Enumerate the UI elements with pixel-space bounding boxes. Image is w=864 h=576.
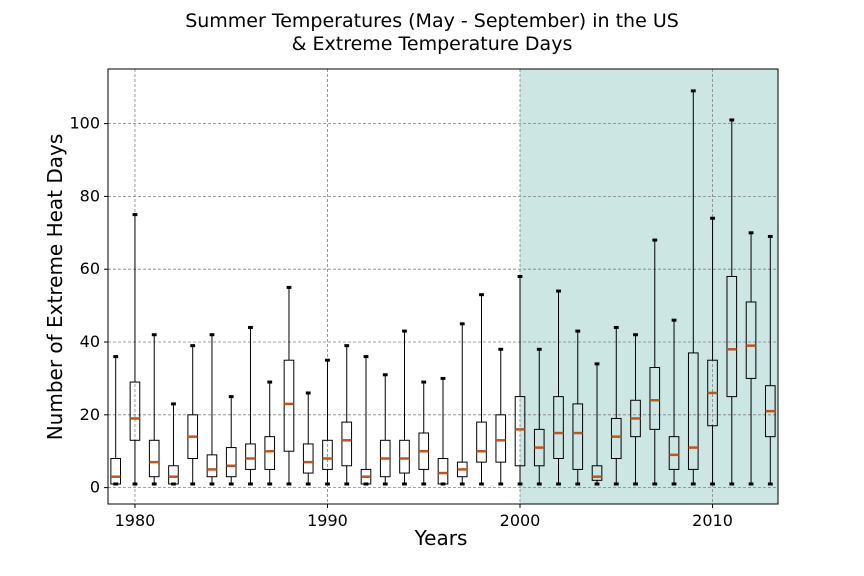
box-iqr	[437, 457, 449, 485]
y-tick-label: 20	[80, 405, 100, 424]
x-tick-label: 1990	[307, 511, 348, 530]
box-2011	[726, 118, 738, 486]
box-1993	[379, 373, 391, 486]
box-2004	[591, 362, 603, 486]
box-2002	[553, 289, 564, 486]
box-1999	[495, 347, 507, 486]
box-iqr	[495, 414, 507, 463]
box-2013	[764, 234, 776, 486]
box-iqr	[514, 396, 526, 467]
highlight-band	[520, 69, 778, 504]
box-iqr	[129, 381, 141, 441]
box-iqr	[399, 439, 410, 474]
y-tick-label: 80	[80, 186, 100, 205]
box-iqr	[745, 301, 757, 379]
box-2007	[649, 238, 661, 486]
box-1995	[418, 380, 430, 486]
y-tick-label: 40	[80, 332, 100, 351]
box-iqr	[206, 454, 218, 478]
box-1997	[456, 322, 468, 486]
box-iqr	[264, 436, 276, 470]
box-iqr	[572, 403, 584, 470]
box-iqr	[283, 359, 295, 452]
box-1990	[322, 358, 333, 486]
chart-title-line1: Summer Temperatures (May - September) in…	[185, 10, 679, 32]
box-1991	[341, 344, 353, 486]
box-iqr	[687, 352, 699, 470]
box-2006	[630, 333, 641, 486]
x-tick-label: 1980	[115, 511, 156, 530]
box-iqr	[168, 465, 179, 485]
x-axis-label: Years	[414, 526, 468, 550]
box-2010	[707, 216, 718, 486]
box-2009	[687, 89, 699, 486]
box-1979	[110, 355, 122, 486]
box-1983	[187, 344, 199, 486]
box-1992	[360, 355, 372, 486]
box-iqr	[341, 421, 353, 467]
box-iqr	[148, 439, 160, 478]
box-1984	[206, 333, 218, 486]
box-iqr	[668, 436, 680, 470]
y-axis-label: Number of Extreme Heat Days	[43, 134, 67, 441]
box-iqr	[591, 465, 603, 481]
box-iqr	[553, 396, 564, 459]
box-iqr	[476, 421, 487, 463]
box-iqr	[610, 417, 622, 459]
box-iqr	[649, 366, 661, 430]
box-1982	[168, 402, 179, 486]
box-1986	[245, 325, 256, 486]
box-iqr	[726, 275, 738, 398]
box-2000	[514, 274, 526, 486]
y-tick-label: 100	[69, 114, 100, 133]
box-2005	[610, 325, 622, 486]
box-iqr	[322, 439, 333, 470]
plot-area: 0 20 40 60 80 100 1980 1990 2000 2010	[69, 68, 779, 530]
x-tick-label: 2010	[692, 511, 733, 530]
x-tick-label: 2000	[500, 511, 541, 530]
box-1985	[225, 395, 237, 486]
box-1981	[148, 333, 160, 486]
y-tick-label: 60	[80, 259, 100, 278]
box-2001	[533, 347, 545, 486]
box-1998	[476, 293, 487, 486]
box-iqr	[110, 457, 122, 485]
chart-title-line2: & Extreme Temperature Days	[292, 33, 573, 55]
axes-frame	[107, 68, 779, 505]
box-1996	[437, 376, 449, 486]
box-iqr	[302, 443, 314, 474]
box-2012	[745, 231, 757, 486]
box-2008	[668, 318, 680, 486]
box-iqr	[245, 443, 256, 470]
box-1989	[302, 391, 314, 486]
y-tick-label: 0	[90, 478, 100, 497]
box-iqr	[225, 447, 237, 478]
box-1994	[399, 329, 410, 486]
box-1987	[264, 380, 276, 486]
box-1988	[283, 285, 295, 486]
box-2003	[572, 329, 584, 486]
box-1980	[129, 213, 141, 486]
